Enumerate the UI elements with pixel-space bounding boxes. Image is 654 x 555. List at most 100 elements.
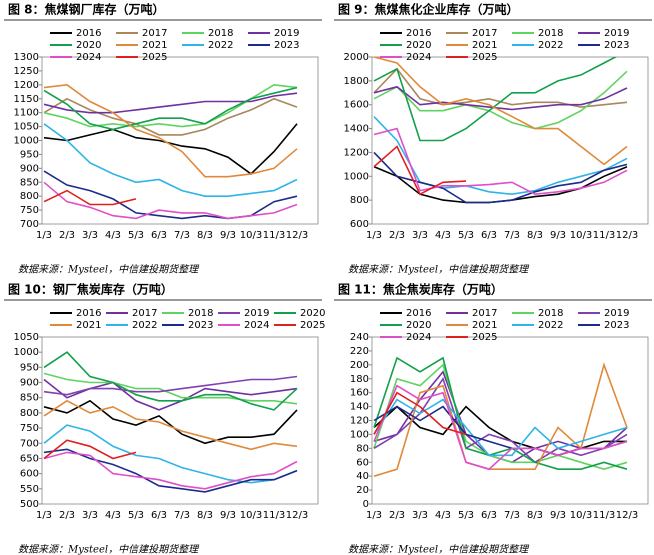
y-tick-label: 1300 [14,52,39,63]
series-line [373,116,628,196]
x-tick-label: 2/3 [389,510,405,521]
source-note: 数据来源：Mysteel，中信建投期货整理 [348,264,530,276]
x-tick-label: 2/3 [59,230,75,241]
legend-label: 2023 [274,40,299,51]
y-tick-label: 1050 [14,122,39,133]
x-tick-label: 12/3 [616,510,638,521]
legend-label: 2021 [142,40,167,51]
y-tick-label: 220 [350,346,369,357]
x-tick-label: 6/3 [481,230,497,241]
y-tick-label: 800 [20,191,39,202]
legend-label: 2019 [244,308,269,319]
y-tick-label: 850 [20,177,39,188]
x-tick-label: 4/3 [105,510,121,521]
x-tick-label: 3/3 [82,230,98,241]
series-line [43,97,298,136]
y-tick-label: 750 [20,423,39,434]
y-tick-label: 200 [350,360,369,371]
legend-label: 2024 [76,52,101,63]
x-tick-label: 10/3 [570,510,592,521]
x-tick-label: 7/3 [504,510,520,521]
y-tick-label: 700 [20,438,39,449]
x-tick-label: 5/3 [128,510,144,521]
y-tick-label: 800 [20,408,39,419]
x-tick-label: 1/3 [36,510,52,521]
series-line [373,70,628,130]
x-tick-label: 6/3 [151,230,167,241]
x-tick-label: 4/3 [435,230,451,241]
legend-label: 2016 [406,28,431,39]
series-line [43,448,298,493]
y-tick-label: 950 [20,362,39,373]
series-line [43,451,298,490]
x-tick-label: 12/3 [286,230,308,241]
series-line [43,189,137,206]
series-line [43,351,298,411]
x-tick-label: 4/3 [105,230,121,241]
x-tick-label: 11/3 [593,510,615,521]
x-tick-label: 4/3 [435,510,451,521]
x-tick-label: 9/3 [550,230,566,241]
y-tick-label: 950 [20,149,39,160]
series-line [43,83,298,178]
source-note: 数据来源：Mysteel，中信建投期货整理 [18,544,200,555]
x-tick-label: 9/3 [220,510,236,521]
series-line [373,145,467,196]
legend-label: 2023 [188,320,213,331]
legend-label: 2018 [538,308,563,319]
legend-label: 2020 [406,40,431,51]
chart-title: 图 8：焦煤钢厂库存（万吨） [8,2,165,17]
x-tick-label: 2/3 [389,230,405,241]
y-tick-label: 1050 [14,332,39,343]
legend-label: 2016 [76,28,101,39]
y-tick-label: 1200 [14,80,39,91]
x-tick-label: 1/3 [36,230,52,241]
legend-label: 2022 [538,320,563,331]
chart-panel: 图 11：焦企焦炭库存（万吨） 0 20 40 60 80 100 120 140 160 180 2… [334,282,652,555]
series-line [43,424,298,484]
x-tick-label: 8/3 [527,510,543,521]
y-tick-label: 1800 [344,76,369,87]
x-tick-label: 1/3 [366,230,382,241]
series-line [43,170,298,220]
legend-label: 2016 [76,308,101,319]
y-tick-label: 1250 [14,66,39,77]
y-tick-label: 1150 [14,94,39,105]
y-tick-label: 700 [20,219,39,230]
x-tick-label: 11/3 [593,230,615,241]
chart-title: 图 10：钢厂焦炭库存（万吨） [8,282,173,297]
x-tick-label: 3/3 [412,510,428,521]
series-line [373,127,628,196]
y-tick-label: 600 [350,219,369,230]
x-tick-label: 6/3 [151,510,167,521]
series-line [43,92,298,114]
legend-label: 2025 [472,52,497,63]
y-tick-label: 1100 [14,108,39,119]
series-line [43,123,298,175]
y-tick-label: 120 [350,416,369,427]
y-tick-label: 240 [350,332,369,343]
x-tick-label: 3/3 [412,230,428,241]
legend-label: 2019 [274,28,299,39]
series-line [373,165,628,204]
series-line [43,86,298,131]
plot-frame [41,336,319,505]
x-tick-label: 7/3 [504,230,520,241]
y-tick-label: 1600 [344,100,369,111]
legend-label: 2018 [188,308,213,319]
series-line [373,356,628,470]
legend-label: 2025 [472,332,497,343]
y-tick-label: 1400 [344,124,369,135]
plot-frame [371,56,649,225]
chart-panel: 图 8：焦煤钢厂库存（万吨） 700 750 800 850 900 950 1000 1050… [4,2,322,276]
chart-title: 图 9：焦煤焦化企业库存（万吨） [338,2,519,17]
y-tick-label: 0 [363,499,369,510]
chart-title: 图 11：焦企焦炭库存（万吨） [338,282,503,297]
series-line [43,83,298,128]
x-tick-label: 9/3 [220,230,236,241]
x-tick-label: 11/3 [263,510,285,521]
x-tick-label: 10/3 [240,230,262,241]
x-tick-label: 8/3 [197,230,213,241]
series-line [373,384,628,471]
series-line [43,123,298,197]
